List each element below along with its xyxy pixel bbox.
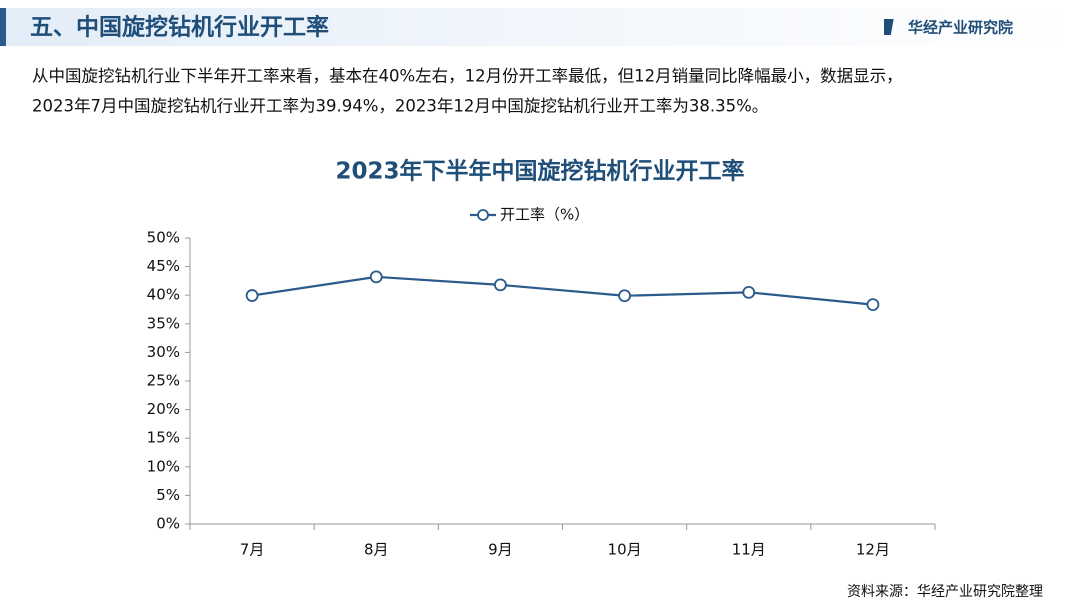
legend-label: 开工率（%） bbox=[500, 206, 589, 224]
y-tick-label: 0% bbox=[156, 515, 180, 533]
y-tick-label: 5% bbox=[156, 486, 180, 504]
header-bar bbox=[0, 8, 1080, 46]
header-title: 五、中国旋挖钻机行业开工率 bbox=[30, 14, 329, 41]
x-tick-label: 11月 bbox=[732, 541, 766, 559]
y-tick-label: 40% bbox=[147, 286, 180, 304]
header-accent bbox=[0, 8, 6, 46]
y-tick-label: 35% bbox=[147, 314, 180, 332]
marker bbox=[866, 298, 880, 312]
marker bbox=[245, 289, 259, 302]
y-tick-label: 45% bbox=[147, 257, 180, 275]
legend-marker bbox=[477, 209, 489, 221]
logo-icon bbox=[884, 19, 889, 35]
y-tick-label: 20% bbox=[147, 400, 180, 418]
y-tick-label: 10% bbox=[147, 457, 180, 475]
marker bbox=[742, 285, 756, 299]
x-tick-label: 9月 bbox=[488, 541, 513, 559]
x-tick-label: 8月 bbox=[364, 541, 389, 559]
paragraph-line: 2023年7月中国旋挖钻机行业开工率为39.94%，2023年12月中国旋挖钻机… bbox=[32, 97, 768, 116]
x-tick-label: 10月 bbox=[608, 541, 642, 559]
marker bbox=[369, 270, 383, 284]
marker bbox=[494, 278, 507, 292]
logo-text: 华经产业研究院 bbox=[908, 19, 1013, 37]
x-tick-label: 12月 bbox=[856, 541, 890, 559]
x-tick-label: 7月 bbox=[240, 541, 265, 559]
paragraph-line: 从中国旋挖钻机行业下半年开工率来看，基本在40%左右，12月份开工率最低，但12… bbox=[32, 67, 903, 86]
y-tick-label: 25% bbox=[147, 372, 180, 390]
y-tick-label: 50% bbox=[147, 229, 180, 247]
source: 资料来源：华经产业研究院整理 bbox=[847, 584, 1043, 600]
y-tick-label: 15% bbox=[147, 429, 180, 447]
marker bbox=[618, 289, 631, 303]
y-tick-label: 30% bbox=[147, 343, 180, 361]
line bbox=[251, 275, 874, 306]
chart-title: 2023年下半年中国旋挖钻机行业开工率 bbox=[335, 158, 744, 185]
logo-icon bbox=[885, 19, 894, 35]
